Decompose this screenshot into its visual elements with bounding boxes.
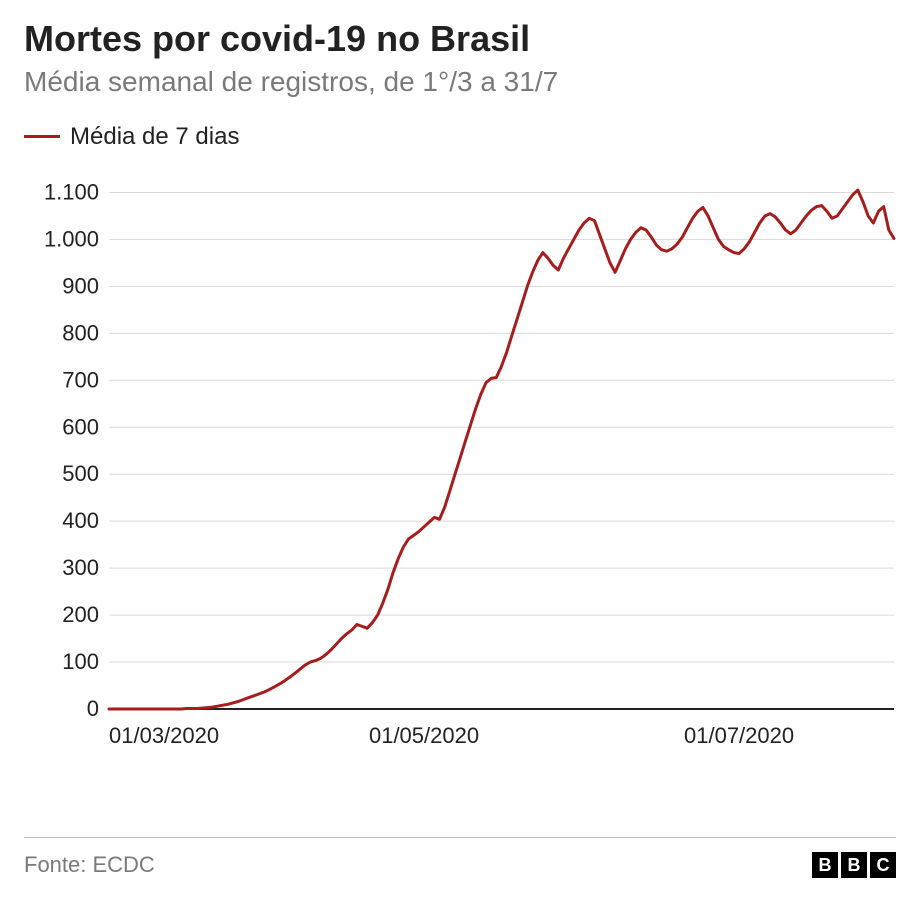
svg-text:400: 400 — [62, 508, 99, 533]
legend: Média de 7 dias — [24, 123, 896, 151]
bbc-logo-b1: B — [812, 852, 838, 878]
legend-swatch — [24, 135, 60, 138]
svg-text:0: 0 — [87, 696, 99, 721]
legend-label: Média de 7 dias — [70, 123, 239, 151]
bbc-logo-c: C — [870, 852, 896, 878]
svg-text:01/05/2020: 01/05/2020 — [369, 723, 479, 748]
svg-text:1.100: 1.100 — [44, 179, 99, 204]
svg-text:700: 700 — [62, 367, 99, 392]
svg-text:200: 200 — [62, 602, 99, 627]
svg-text:1.000: 1.000 — [44, 226, 99, 251]
source-text: Fonte: ECDC — [24, 852, 155, 878]
svg-text:500: 500 — [62, 461, 99, 486]
footer: Fonte: ECDC B B C — [24, 837, 896, 878]
svg-text:01/07/2020: 01/07/2020 — [684, 723, 794, 748]
chart-title: Mortes por covid-19 no Brasil — [24, 18, 896, 59]
svg-text:300: 300 — [62, 555, 99, 580]
bbc-logo-b2: B — [841, 852, 867, 878]
chart-area: 0 100 200 300 400 500 600 700 800 900 1.000 1.100 01… — [24, 169, 896, 769]
svg-text:800: 800 — [62, 320, 99, 345]
bbc-logo: B B C — [812, 852, 896, 878]
svg-text:900: 900 — [62, 273, 99, 298]
svg-text:100: 100 — [62, 649, 99, 674]
line-chart-svg: 0 100 200 300 400 500 600 700 800 900 1.000 1.100 01… — [24, 169, 896, 769]
chart-subtitle: Média semanal de registros, de 1°/3 a 31… — [24, 65, 896, 99]
svg-text:01/03/2020: 01/03/2020 — [109, 723, 219, 748]
svg-text:600: 600 — [62, 414, 99, 439]
chart-container: Mortes por covid-19 no Brasil Média sema… — [0, 0, 920, 898]
